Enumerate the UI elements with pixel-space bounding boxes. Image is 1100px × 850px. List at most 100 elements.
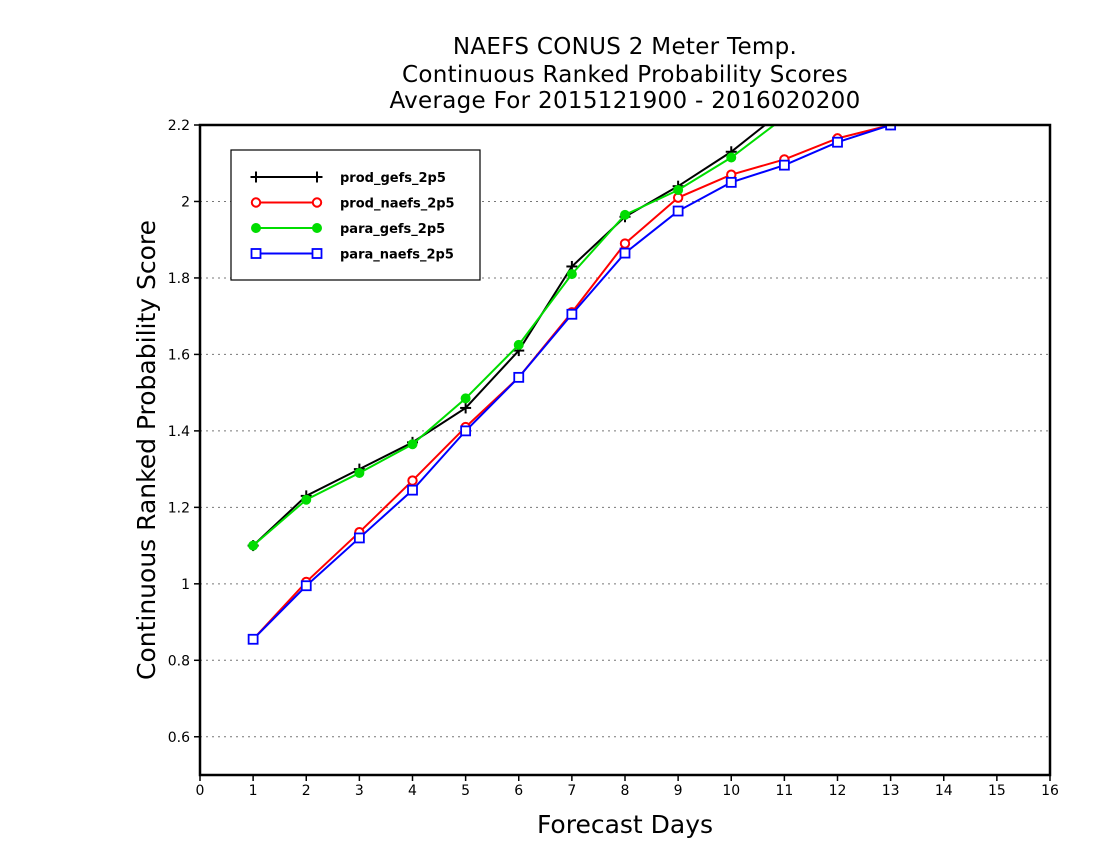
series-para_gefs_2p5 bbox=[248, 6, 1001, 551]
data-point bbox=[778, 159, 790, 171]
legend-marker-left bbox=[250, 197, 262, 208]
legend-marker-left bbox=[251, 223, 261, 233]
data-point bbox=[620, 209, 630, 220]
data-point bbox=[725, 176, 737, 188]
y-tick-label: 2 bbox=[181, 194, 190, 210]
chart-title-line-2: Continuous Ranked Probability Scores bbox=[401, 62, 848, 88]
series-line bbox=[252, 125, 894, 640]
data-point bbox=[354, 467, 365, 478]
data-point bbox=[885, 125, 897, 131]
data-point bbox=[991, 0, 1002, 4]
y-axis: 0.6 0.8 1 1.2 1.4 1.6 1.8 2 2.2 bbox=[168, 118, 200, 746]
data-point bbox=[247, 633, 259, 645]
legend-marker-right bbox=[312, 223, 322, 233]
chart-title-line-3: Average For 2015121900 - 2016020200 bbox=[389, 88, 861, 114]
y-tick-label: 1.8 bbox=[168, 271, 190, 287]
legend-item-prod_naefs_2p5: prod_naefs_2p5 bbox=[250, 197, 455, 212]
x-tick-label: 14 bbox=[935, 783, 953, 799]
data-point bbox=[407, 484, 418, 496]
x-tick-label: 16 bbox=[1041, 783, 1059, 799]
data-point bbox=[301, 494, 312, 505]
y-tick-label: 1.6 bbox=[168, 347, 190, 363]
y-tick-label: 1.4 bbox=[168, 424, 190, 440]
x-tick-label: 5 bbox=[461, 783, 470, 799]
data-point bbox=[1046, 67, 1054, 75]
data-point bbox=[513, 339, 524, 350]
x-tick-label: 1 bbox=[249, 783, 258, 799]
data-point bbox=[513, 371, 525, 383]
data-point bbox=[672, 205, 684, 217]
y-tick-label: 0.6 bbox=[168, 730, 190, 746]
legend-label: prod_gefs_2p5 bbox=[340, 171, 446, 186]
x-tick-label: 9 bbox=[674, 783, 683, 799]
data-point bbox=[300, 580, 312, 592]
data-point bbox=[1046, 71, 1055, 80]
data-point bbox=[619, 238, 631, 249]
legend-item-prod_gefs_2p5: prod_gefs_2p5 bbox=[250, 171, 446, 186]
data-point bbox=[353, 532, 365, 544]
y-tick-label: 2.2 bbox=[168, 118, 190, 134]
legend-item-para_naefs_2p5: para_naefs_2p5 bbox=[250, 248, 454, 263]
x-tick-label: 13 bbox=[882, 783, 900, 799]
x-axis: 0 1 2 3 4 5 6 7 8 9 10 11 12 13 14 15 16 bbox=[196, 775, 1059, 799]
series-para_naefs_2p5 bbox=[247, 71, 1055, 645]
data-point bbox=[407, 439, 418, 450]
data-point bbox=[940, 102, 948, 110]
y-axis-label: Continuous Ranked Probability Score bbox=[132, 220, 161, 680]
data-point bbox=[992, 86, 1001, 95]
gridlines bbox=[200, 200, 1050, 738]
y-tick-label: 1.2 bbox=[168, 500, 190, 516]
data-point bbox=[780, 113, 789, 122]
legend: prod_gefs_2p5 prod_naefs_2p5 para_gefs_2p5… bbox=[230, 149, 481, 281]
y-tick-label: 0.8 bbox=[168, 653, 190, 669]
legend-box bbox=[230, 149, 481, 281]
x-tick-label: 12 bbox=[829, 783, 847, 799]
legend-marker-right bbox=[311, 197, 323, 208]
series-line bbox=[252, 125, 776, 547]
data-point bbox=[779, 104, 790, 115]
x-tick-label: 10 bbox=[722, 783, 740, 799]
data-point bbox=[460, 402, 472, 414]
x-tick-label: 15 bbox=[988, 783, 1006, 799]
x-tick-label: 8 bbox=[621, 783, 630, 799]
data-point bbox=[833, 82, 842, 91]
data-point bbox=[460, 393, 471, 404]
series-layer bbox=[247, 0, 1055, 645]
legend-marker-right bbox=[311, 248, 323, 259]
x-tick-label: 6 bbox=[514, 783, 523, 799]
data-point bbox=[407, 475, 418, 486]
x-tick-label: 11 bbox=[775, 783, 793, 799]
x-tick-label: 3 bbox=[355, 783, 364, 799]
data-point bbox=[673, 185, 684, 195]
data-point bbox=[460, 425, 472, 437]
data-point bbox=[938, 20, 949, 31]
y-tick-label: 1 bbox=[181, 577, 190, 593]
legend-marker-right bbox=[311, 171, 323, 183]
data-point bbox=[619, 247, 631, 259]
legend-marker-left bbox=[250, 171, 262, 183]
legend-marker-left bbox=[250, 248, 262, 259]
x-axis-label: Forecast Days bbox=[537, 810, 713, 839]
legend-item-para_gefs_2p5: para_gefs_2p5 bbox=[251, 222, 445, 237]
data-point bbox=[886, 52, 895, 61]
data-point bbox=[885, 43, 896, 54]
data-point bbox=[939, 29, 948, 38]
data-point bbox=[832, 136, 843, 148]
data-point bbox=[992, 6, 1001, 15]
data-point bbox=[832, 74, 843, 85]
legend-label: para_gefs_2p5 bbox=[340, 222, 445, 237]
legend-label: prod_naefs_2p5 bbox=[340, 197, 455, 212]
legend-label: para_naefs_2p5 bbox=[340, 248, 454, 263]
x-tick-label: 4 bbox=[408, 783, 417, 799]
data-point bbox=[939, 105, 948, 114]
series-line bbox=[252, 125, 895, 640]
x-tick-label: 2 bbox=[302, 783, 311, 799]
x-tick-label: 7 bbox=[567, 783, 576, 799]
data-point bbox=[726, 152, 737, 163]
chart-title-line-1: NAEFS CONUS 2 Meter Temp. bbox=[452, 34, 798, 60]
data-point bbox=[993, 83, 1001, 91]
data-point bbox=[566, 269, 577, 280]
data-point bbox=[248, 540, 259, 551]
x-tick-label: 0 bbox=[196, 783, 205, 799]
